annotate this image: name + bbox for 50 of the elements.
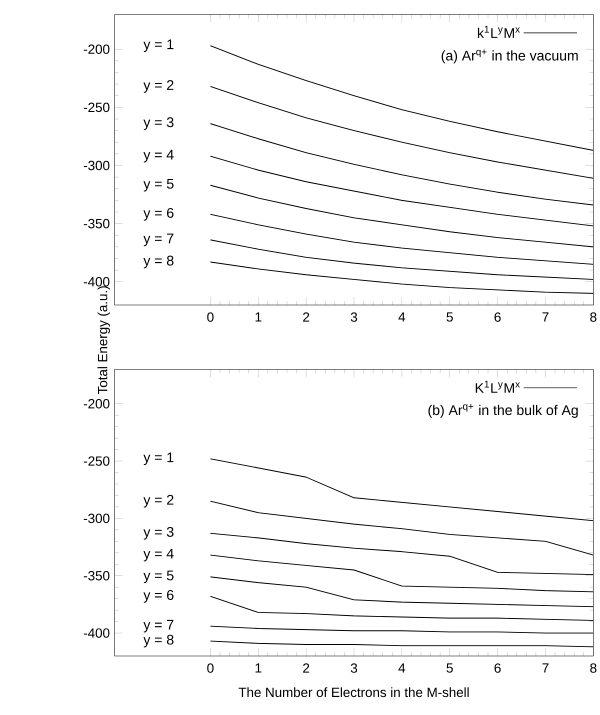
annotation: y = 5 (143, 178, 174, 192)
annotation: y = 4 (143, 150, 174, 162)
legend-label: K$^{1}$L$^{y}$M$^{x}$ (476, 380, 520, 393)
annotation: y = 5 (143, 570, 174, 584)
x-tick-label: 2 (303, 312, 310, 322)
y-tick-label: -300 (84, 160, 110, 170)
annotation: y = 3 (143, 526, 174, 540)
x-tick-label: 1 (256, 312, 262, 322)
y-tick-label: -250 (84, 102, 110, 112)
y-axis-title: Total Energy (a.u.) (98, 286, 110, 394)
text: (b) Ar$^{q+}$ in the bulk of Ag (428, 404, 578, 418)
x-tick-label: 6 (494, 312, 501, 322)
x-axis-title: The Number of Electrons in the M-shell (238, 687, 469, 698)
x-tick-label: 3 (350, 663, 358, 673)
text: (a) Ar$^{q+}$ in the vacuum (442, 49, 578, 64)
y-tick-label: -250 (84, 456, 110, 466)
x-tick-label: 5 (446, 663, 453, 673)
annotation: y = 8 (143, 256, 174, 268)
x-tick-label: 8 (590, 663, 596, 673)
annotation: y = 1 (143, 452, 174, 466)
y-tick-label: -400 (84, 277, 110, 286)
annotation: y = 8 (143, 634, 174, 648)
x-tick-label: 2 (303, 663, 310, 673)
y-tick-label: -350 (84, 218, 110, 228)
annotation: y = 1 (143, 39, 174, 52)
legend-label: k$^{1}$L$^{y}$M$^{x}$ (478, 26, 520, 38)
y-tick-label: -200 (84, 44, 110, 54)
x-tick-label: 6 (494, 663, 501, 673)
x-tick-label: 3 (350, 312, 358, 322)
y-tick-label: -300 (84, 514, 110, 524)
annotation: y = 2 (143, 80, 174, 93)
y-tick-label: -350 (84, 571, 110, 580)
annotation: y = 4 (143, 548, 174, 562)
x-tick-label: 4 (398, 663, 406, 673)
annotation: y = 6 (143, 590, 174, 603)
annotation: y = 2 (143, 494, 174, 508)
x-tick-label: 7 (542, 312, 548, 322)
x-tick-label: 8 (590, 312, 596, 322)
annotation: y = 3 (143, 117, 174, 130)
annotation: y = 6 (143, 208, 174, 221)
x-tick-label: 1 (256, 663, 262, 673)
annotation: y = 7 (143, 620, 174, 632)
x-tick-label: 0 (207, 663, 214, 673)
x-tick-label: 7 (542, 663, 548, 673)
x-tick-label: 4 (398, 312, 406, 322)
x-tick-label: 5 (446, 312, 453, 322)
annotation: y = 7 (143, 234, 174, 246)
x-tick-label: 0 (207, 312, 214, 322)
y-tick-label: -200 (84, 399, 110, 408)
y-tick-label: -400 (84, 628, 110, 638)
